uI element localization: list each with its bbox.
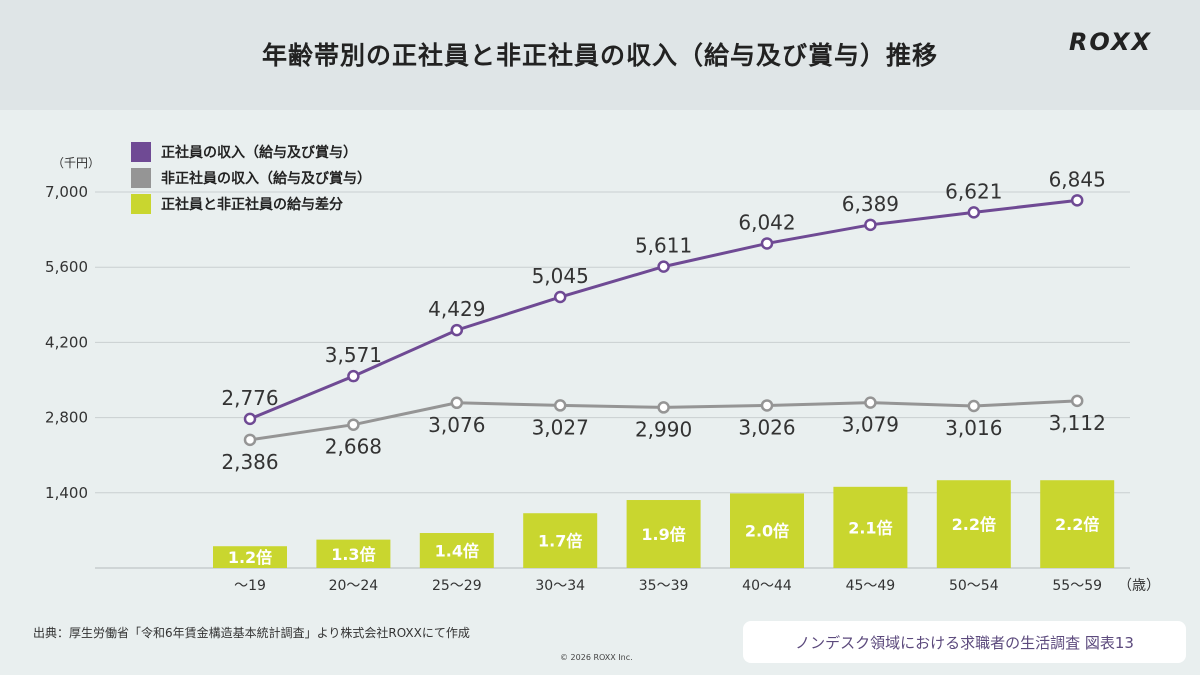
y-tick-label: 4,200	[45, 333, 88, 351]
ratio-bar	[419, 533, 494, 568]
data-label: 2,668	[325, 435, 382, 459]
legend-label: 非正社員の収入（給与及び賞与）	[161, 170, 371, 187]
y-tick-label: 5,600	[45, 258, 88, 276]
legend-label: 正社員の収入（給与及び賞与）	[161, 144, 357, 161]
ratio-bar	[1040, 480, 1115, 568]
data-label: 2,776	[221, 386, 278, 410]
data-label: 6,389	[842, 192, 899, 216]
x-tick-label: 35〜39	[639, 578, 689, 594]
ratio-bar	[833, 486, 908, 568]
x-tick-label: 〜19	[234, 578, 266, 594]
source-note: 出典：厚生労働省「令和6年賃金構造基本統計調査」より株式会社ROXXにて作成	[33, 626, 470, 640]
data-point	[657, 260, 670, 273]
data-point	[243, 412, 257, 426]
data-point	[967, 399, 981, 413]
x-tick-label: 20〜24	[329, 578, 379, 594]
y-tick-label: 2,800	[45, 409, 88, 427]
data-label: 2,386	[221, 450, 278, 474]
y-unit-label: （千円）	[52, 156, 100, 170]
y-tick-label: 7,000	[45, 183, 88, 201]
data-point	[864, 396, 877, 409]
roxx-logo: ROXX	[1068, 28, 1152, 56]
bar-label: 1.4倍	[435, 542, 479, 561]
data-label: 6,042	[738, 210, 795, 234]
x-tick-label: 25〜29	[432, 578, 482, 594]
ratio-bar	[213, 546, 287, 568]
data-point	[864, 218, 877, 232]
bar-label: 2.1倍	[848, 518, 892, 537]
y-tick-label: 1,400	[45, 484, 88, 502]
data-label: 3,076	[428, 413, 485, 437]
data-label: 3,027	[532, 415, 589, 439]
data-point	[450, 323, 464, 337]
legend-swatch	[131, 168, 151, 188]
x-tick-label: 45〜49	[846, 578, 896, 594]
data-point	[450, 396, 464, 410]
bar-label: 1.7倍	[538, 532, 582, 551]
legend-swatch	[131, 142, 151, 162]
data-label: 5,045	[532, 264, 589, 288]
bar-label: 2.2倍	[1055, 515, 1099, 534]
data-point	[657, 401, 670, 414]
data-label: 6,845	[1049, 167, 1106, 191]
data-label: 2,990	[635, 417, 692, 441]
x-tick-label: 40〜44	[742, 578, 792, 594]
data-label: 4,429	[428, 297, 485, 321]
data-point	[760, 399, 774, 412]
data-point	[1070, 394, 1084, 408]
x-tick-label: 30〜34	[535, 578, 585, 594]
data-label: 3,571	[325, 343, 382, 367]
data-point	[760, 237, 774, 250]
x-unit-label: （歳）	[1118, 578, 1160, 594]
data-label: 3,079	[842, 413, 899, 437]
data-point	[1070, 194, 1084, 207]
bar-label: 1.3倍	[331, 545, 375, 564]
data-label: 6,621	[945, 179, 1002, 203]
bar-label: 2.2倍	[952, 515, 996, 534]
legend-label: 正社員と非正社員の給与差分	[161, 196, 343, 213]
x-tick-label: 55〜59	[1052, 578, 1102, 594]
data-label: 3,112	[1049, 411, 1106, 435]
x-tick-label: 50〜54	[949, 578, 999, 594]
data-point	[553, 290, 567, 304]
data-label: 3,026	[738, 415, 795, 439]
ratio-bar	[730, 493, 804, 568]
legend-swatch	[131, 194, 151, 214]
data-label: 3,016	[945, 416, 1002, 440]
ratio-bar	[626, 500, 701, 568]
page-title: 年齢帯別の正社員と非正社員の収入（給与及び賞与）推移	[261, 41, 938, 70]
copyright: © 2026 ROXX Inc.	[560, 653, 633, 662]
data-point	[243, 433, 257, 447]
ratio-bar	[936, 480, 1011, 568]
data-point	[967, 206, 981, 219]
bar-label: 1.2倍	[228, 548, 272, 567]
data-point	[347, 418, 360, 431]
data-label: 5,611	[635, 234, 692, 258]
ratio-bar	[523, 513, 598, 568]
survey-badge: ノンデスク領域における求職者の生活調査 図表13	[743, 621, 1186, 663]
header: 年齢帯別の正社員と非正社員の収入（給与及び賞与）推移 ROXX	[0, 0, 1200, 110]
bar-label: 1.9倍	[641, 525, 685, 544]
bar-label: 2.0倍	[745, 522, 789, 541]
ratio-bar	[316, 539, 391, 568]
data-point	[553, 399, 567, 412]
data-point	[347, 369, 360, 383]
